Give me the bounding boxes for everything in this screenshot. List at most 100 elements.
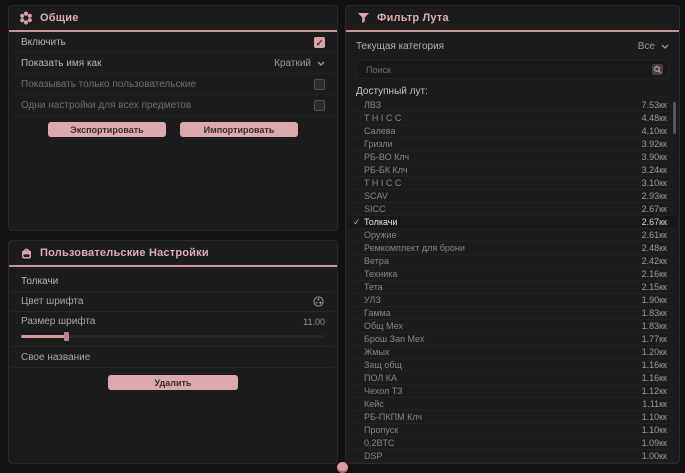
import-button[interactable]: Импортировать [180,122,298,137]
loot-list-item[interactable]: SICC 2.67кк [348,203,677,216]
loot-item-value: 1.77кк [641,334,667,344]
loot-item-name: Техника [364,269,398,279]
loot-item-name: SCAV [364,191,388,201]
loot-list-item[interactable]: Общ Мех 1.83кк [348,320,677,333]
loot-item-value: 1.83кк [641,321,667,331]
loot-item-name: T H I C C [364,113,402,123]
loot-item-name: Ремкомплект для брони [364,243,465,253]
loot-item-value: 1.11кк [642,399,667,409]
selected-check-icon: ✓ [353,216,361,227]
loot-item-name: Чехол ТЗ [364,386,403,396]
loot-list-item[interactable]: Брош Зап Мех 1.77кк [348,333,677,346]
funnel-icon [356,11,370,25]
loot-list-item[interactable]: Тета 2.15кк [348,281,677,294]
loot-list-item[interactable]: Оружие 2.61кк [348,229,677,242]
loot-item-name: Жмых [364,347,390,357]
loot-item-name: T H I C C [364,178,402,188]
loot-list: ЛВЗ 7.53кк T H I C C 4.48кк Салева 4.10кк Гриз… [348,99,677,463]
loot-item-value: 3.10кк [641,178,667,188]
loot-list-item[interactable]: Чехол ТЗ 1.12кк [348,385,677,398]
flower-gear-icon [19,11,33,25]
loot-item-name: Защ общ [364,360,402,370]
loot-item-name: РБ-ВО Клч [364,152,410,162]
loot-list-item[interactable]: РБ-БК Клч 3.24кк [348,164,677,177]
enable-checkbox[interactable]: ✓ [314,36,325,48]
loot-list-item[interactable]: ПОЛ КА 1.16кк [348,372,677,385]
loot-list-item[interactable]: Техника 2.16кк [348,268,677,281]
list-scrollbar[interactable] [673,102,676,134]
loot-item-value: 1.83кк [641,308,667,318]
loot-list-item[interactable]: DSP 1.00кк [348,450,677,463]
loot-filter-title: Фильтр Лута [377,12,449,24]
loot-item-value: 4.48кк [641,113,667,123]
loot-item-value: 3.24кк [641,165,667,175]
search-box [356,60,669,79]
loot-item-value: 2.93кк [641,191,667,201]
loot-item-name: Толкачи [364,217,398,227]
loot-item-value: 2.61кк [641,230,667,240]
loot-list-item[interactable]: T H I C C 3.10кк [348,177,677,190]
loot-list-item[interactable]: Жмых 1.20кк [348,346,677,359]
export-button[interactable]: Экспортировать [48,122,166,137]
delete-button[interactable]: Удалить [108,375,238,390]
loot-list-item[interactable]: ЛВЗ 7.53кк [348,99,677,112]
category-select[interactable]: Все [638,41,669,52]
loot-item-name: Пропуск [364,425,399,435]
loot-list-item[interactable]: T H I C C 4.48кк [348,112,677,125]
loot-item-name: Общ Мех [364,321,403,331]
loot-list-item[interactable]: Кейс 1.11кк [348,398,677,411]
loot-item-name: ЛВЗ [364,100,382,110]
loot-item-value: 1.20кк [641,347,667,357]
backpack-icon [19,246,33,260]
general-panel-header: Общие [9,6,337,32]
custom-name-row: Свое название [11,346,335,368]
slider-handle[interactable] [63,332,69,341]
loot-list-item[interactable]: Гамма 1.83кк [348,307,677,320]
custom-settings-header: Пользовательские Настройки [9,241,337,267]
search-input[interactable] [364,63,650,76]
loot-item-name: УЛЗ [364,295,381,305]
font-size-label: Размер шрифта [21,316,96,327]
loot-list-item[interactable]: Защ общ 1.16кк [348,359,677,372]
loot-item-value: 1.16кк [641,360,667,370]
loot-item-name: РБ-ПКПМ Клч [364,412,423,422]
custom-only-checkbox[interactable] [314,78,325,90]
custom-only-label: Показывать только пользовательские [21,78,196,90]
loot-list-item[interactable]: Пропуск 1.10кк [348,424,677,437]
loot-item-value: 1.16кк [641,373,667,383]
enable-label: Включить [21,36,66,48]
loot-item-name: Оружие [364,230,397,240]
loot-list-item[interactable]: ✓ Толкачи 2.67кк [348,216,677,229]
loot-filter-header: Фильтр Лута [346,6,679,32]
loot-list-item[interactable]: РБ-ПКПМ Клч 1.10кк [348,411,677,424]
same-settings-checkbox[interactable] [314,99,325,111]
loot-item-name: Салева [364,126,396,136]
loot-list-item[interactable]: Салева 4.10кк [348,125,677,138]
loot-list-item[interactable]: 0.2BTC 1.09кк [348,437,677,450]
delete-row: Удалить [9,375,337,390]
loot-item-name: 0.2BTC [364,438,395,448]
loot-item-value: 1.00кк [641,451,667,461]
loot-list-item[interactable]: Ремкомплект для брони 2.48кк [348,242,677,255]
loot-list-item[interactable]: РБ-ВО Клч 3.90кк [348,151,677,164]
general-panel-title: Общие [40,12,79,24]
setting-row-custom-only: Показывать только пользовательские [11,74,335,95]
color-wheel-icon[interactable] [311,295,325,309]
loot-item-name: Тета [364,282,383,292]
loot-list-item[interactable]: Гризли 3.92кк [348,138,677,151]
loot-item-value: 1.10кк [641,412,667,422]
loot-list-item[interactable]: УЛЗ 1.90кк [348,294,677,307]
slider-track [21,335,325,338]
name-mode-select[interactable]: Краткий [274,58,325,69]
font-size-slider[interactable] [21,332,325,341]
loot-list-item[interactable]: Ветра 2.42кк [348,255,677,268]
font-size-fill [21,335,67,338]
loot-item-value: 1.10кк [641,425,667,435]
custom-name-input[interactable] [90,350,325,364]
loot-item-value: 1.90кк [641,295,667,305]
loot-list-item[interactable]: SCAV 2.93кк [348,190,677,203]
loot-item-value: 1.09кк [641,438,667,448]
loot-item-value: 3.92кк [641,139,667,149]
search-icon[interactable] [650,63,664,77]
loot-item-name: Брош Зап Мех [364,334,425,344]
